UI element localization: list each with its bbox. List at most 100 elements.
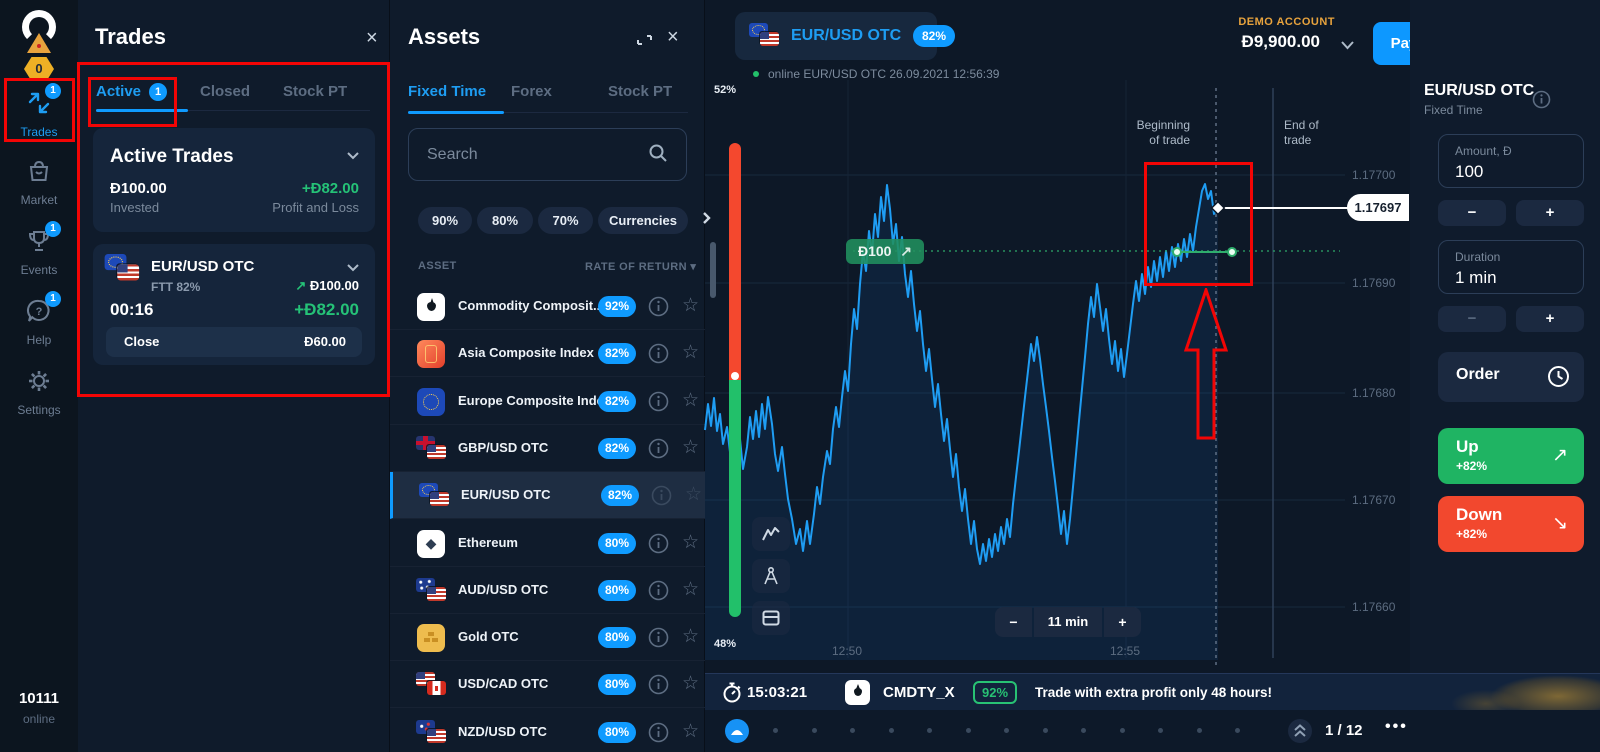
info-icon[interactable] (648, 722, 669, 743)
asset-name: GBP/USD OTC (458, 439, 549, 455)
zoom-in-button[interactable]: + (1104, 607, 1141, 637)
info-icon[interactable] (648, 296, 669, 317)
asset-row[interactable]: Commodity Composit... 92% ☆ (390, 283, 705, 330)
promo-ticker-bar[interactable]: 15:03:21 CMDTY_X 92% Trade with extra pr… (705, 673, 1600, 710)
chart-pair-chip[interactable]: EUR/USD OTC 82% (735, 12, 955, 60)
favorite-star-icon[interactable]: ☆ (682, 436, 700, 458)
amount-field[interactable]: Amount, Đ 100 (1438, 134, 1584, 188)
favorite-star-icon[interactable]: ☆ (682, 389, 700, 411)
search-input[interactable] (408, 128, 687, 181)
ticker-page-dot[interactable] (1004, 728, 1009, 733)
tab-forex[interactable]: Forex (511, 83, 552, 100)
column-asset[interactable]: ASSET (418, 260, 457, 272)
favorite-star-icon[interactable]: ☆ (685, 484, 703, 506)
ticker-page-dot[interactable] (965, 728, 971, 733)
account-balance[interactable]: Đ9,900.00 (1241, 32, 1320, 51)
drawing-tools-button[interactable] (752, 559, 790, 593)
amount-minus-button[interactable]: − (1438, 200, 1506, 226)
asset-row[interactable]: Gold OTC 80% ☆ (390, 614, 705, 662)
ticker-page-dot[interactable] (1196, 728, 1202, 733)
ticker-page-dot[interactable] (1042, 728, 1048, 733)
info-icon[interactable] (651, 485, 672, 506)
ticker-page-dot[interactable] (1119, 728, 1125, 733)
asset-row[interactable]: AUD/USD OTC 80% ☆ (390, 567, 705, 614)
asset-row[interactable]: ◆ Ethereum 80% ☆ (390, 520, 705, 567)
tab-stock-pt-assets[interactable]: Stock PT (608, 83, 673, 100)
info-icon[interactable] (648, 438, 669, 459)
favorite-star-icon[interactable]: ☆ (682, 342, 700, 364)
account-chevron-icon[interactable] (1341, 41, 1354, 50)
ticker-page-dot[interactable] (1081, 728, 1086, 733)
info-icon[interactable] (648, 627, 669, 648)
expand-ticker-icon[interactable] (1288, 719, 1312, 743)
filter-chip-currencies[interactable]: Currencies (598, 207, 688, 234)
zoom-out-button[interactable]: − (995, 607, 1032, 637)
asset-row[interactable]: Europe Composite Index 82% ☆ (390, 378, 705, 425)
sidebar-item-events[interactable]: 1 Events (0, 221, 78, 277)
assets-scrollbar[interactable] (710, 242, 716, 298)
gifts-icon (731, 730, 743, 735)
favorite-star-icon[interactable]: ☆ (682, 626, 700, 648)
ticker-page-dot[interactable] (1235, 728, 1240, 733)
trades-close-icon[interactable]: × (366, 27, 378, 49)
filter-chip-90pct[interactable]: 90% (418, 207, 472, 234)
info-icon[interactable] (1532, 90, 1551, 109)
assets-panel: Assets × Fixed Time Forex Stock PT 90%80… (390, 0, 705, 752)
ticker-page-dot[interactable] (773, 728, 778, 733)
duration-field[interactable]: Duration 1 min (1438, 240, 1584, 294)
asset-row[interactable]: NZD/USD OTC 80% ☆ (390, 709, 705, 752)
favorite-star-icon[interactable]: ☆ (682, 295, 700, 316)
up-button[interactable]: Up +82% ↗ (1438, 428, 1584, 484)
chevron-down-icon[interactable] (347, 264, 359, 272)
collapse-assets-icon[interactable] (700, 211, 712, 225)
sidebar-item-label: Settings (17, 403, 61, 417)
assets-minimize-icon[interactable] (636, 32, 653, 48)
asset-row[interactable]: GBP/USD OTC 82% ☆ (390, 425, 705, 472)
sidebar-item-market[interactable]: Market (0, 158, 78, 207)
tab-stock-pt[interactable]: Stock PT (283, 83, 348, 100)
chevron-down-icon[interactable] (347, 152, 359, 160)
tab-fixed-time[interactable]: Fixed Time (408, 83, 487, 100)
open-trade-card[interactable]: EUR/USD OTC FTT 82% ↗ Đ100.00 00:16 +Đ82… (93, 244, 375, 365)
active-trades-summary-card[interactable]: Active Trades Đ100.00 Invested +Đ82.00 P… (93, 128, 375, 232)
asset-row[interactable]: Asia Composite Index 82% ☆ (390, 330, 705, 378)
gb-us-flags-icon (416, 435, 446, 463)
info-icon[interactable] (648, 343, 669, 364)
chart-type-button[interactable] (752, 517, 790, 551)
ticker-more-icon[interactable]: ••• (1385, 718, 1408, 735)
zoom-interval-value[interactable]: 11 min (1034, 607, 1102, 637)
duration-plus-button[interactable]: + (1516, 306, 1584, 332)
favorite-star-icon[interactable]: ☆ (682, 578, 700, 600)
info-icon[interactable] (648, 674, 669, 695)
sidebar-item-settings[interactable]: Settings (0, 368, 78, 417)
info-icon[interactable] (648, 580, 669, 601)
order-button[interactable]: Order (1438, 352, 1584, 402)
column-rate-of-return[interactable]: RATE OF RETURN ▾ (585, 261, 697, 273)
ticker-page-dot[interactable] (888, 728, 894, 733)
info-icon[interactable] (648, 391, 669, 412)
ticker-page-dot[interactable] (1158, 728, 1163, 733)
duration-minus-button[interactable]: − (1438, 306, 1506, 332)
down-button[interactable]: Down +82% ↘ (1438, 496, 1584, 552)
ticker-active-page-button[interactable] (725, 719, 749, 743)
close-trade-button[interactable]: Close Đ60.00 (106, 327, 362, 357)
info-icon[interactable] (648, 533, 669, 554)
asset-row[interactable]: EUR/USD OTC 82% ☆ (390, 472, 705, 520)
favorite-star-icon[interactable]: ☆ (682, 720, 700, 742)
amount-plus-button[interactable]: + (1516, 200, 1584, 226)
filter-chip-70pct[interactable]: 70% (538, 207, 593, 234)
ticker-page-dot[interactable] (850, 728, 855, 733)
asset-row[interactable]: USD/CAD OTC 80% ☆ (390, 661, 705, 709)
favorite-star-icon[interactable]: ☆ (682, 531, 700, 553)
assets-close-icon[interactable]: × (667, 26, 679, 48)
layout-button[interactable] (752, 601, 790, 635)
favorite-star-icon[interactable]: ☆ (682, 673, 700, 695)
ticker-page-dot[interactable] (811, 728, 817, 733)
ticker-page-dot[interactable] (927, 728, 932, 733)
sidebar-item-help[interactable]: ? 1 Help (0, 291, 78, 347)
tab-closed[interactable]: Closed (200, 83, 251, 100)
filter-chip-80pct[interactable]: 80% (477, 207, 533, 234)
tab-active[interactable]: Active 1 (96, 83, 168, 101)
sidebar-item-trades[interactable]: 1 Trades (0, 83, 78, 139)
